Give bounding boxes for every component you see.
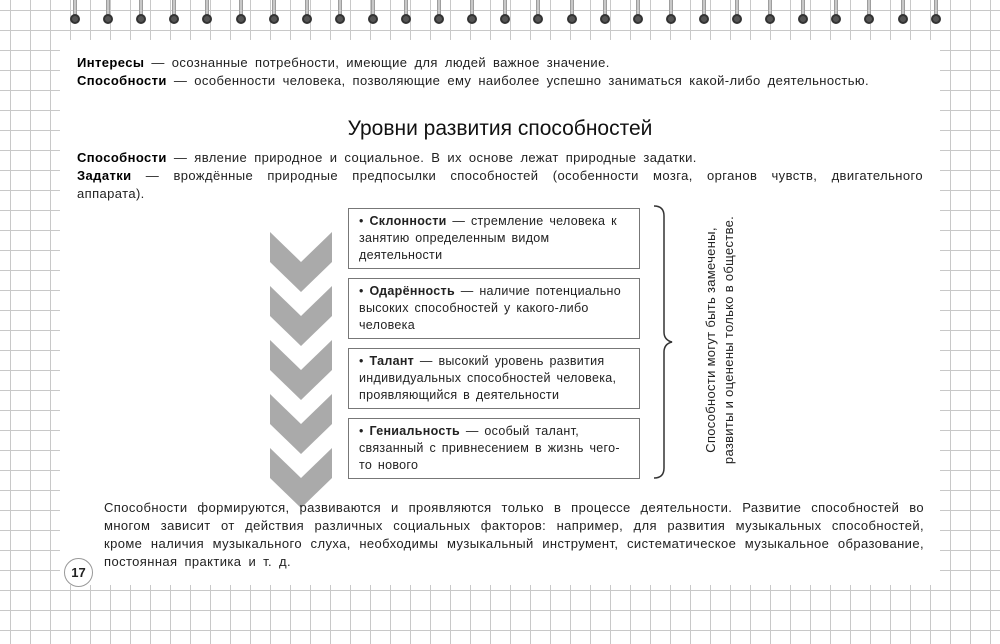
binding-ring-icon	[103, 0, 114, 26]
binding-ring-icon	[599, 0, 610, 26]
level-box-genius: • Гениальность — особый талант, связанны…	[348, 418, 640, 479]
binding-ring-icon	[434, 0, 445, 26]
binding-ring-icon	[765, 0, 776, 26]
definitions-block: Интересы — осознанные потребности, имеющ…	[77, 54, 903, 90]
page-number: 17	[64, 558, 93, 587]
definition-abilities-nature: Способности — явление природное и социал…	[77, 150, 697, 165]
level-box-giftedness: • Одарённость — наличие потенциально выс…	[348, 278, 640, 339]
binding-ring-icon	[367, 0, 378, 26]
binding-ring-icon	[202, 0, 213, 26]
binding-ring-icon	[831, 0, 842, 26]
binding-ring-icon	[732, 0, 742, 26]
chevron-segment	[270, 340, 332, 400]
level-box-inclinations: • Склонности — стремление человека к зан…	[348, 208, 640, 269]
binding-ring-icon	[401, 0, 411, 26]
binding-ring-icon	[70, 0, 80, 26]
binding-ring-icon	[136, 0, 147, 26]
binding-ring-icon	[698, 0, 709, 26]
curly-brace-icon	[653, 205, 673, 479]
level-box-talent: • Талант — высокий уровень развития инди…	[348, 348, 640, 409]
chevron-arrow-icon	[270, 232, 332, 508]
binding-ring-icon	[301, 0, 312, 26]
binding-ring-icon	[665, 0, 676, 26]
chevron-segment	[270, 448, 332, 508]
binding-ring-icon	[500, 0, 511, 26]
binding-ring-icon	[235, 0, 246, 26]
binding-ring-icon	[533, 0, 544, 26]
paragraph: Способности формируются, развиваются и п…	[104, 500, 924, 569]
section-heading: Уровни развития способностей	[347, 117, 653, 140]
chevron-segment	[270, 394, 332, 454]
binding-ring-icon	[897, 0, 908, 26]
definition-interests: Интересы — осознанные потребности, имеющ…	[77, 55, 610, 70]
binding-ring-icon	[566, 0, 577, 26]
binding-ring-icon	[864, 0, 875, 26]
chevron-segment	[270, 232, 332, 292]
definitions-block-2: Способности — явление природное и социал…	[77, 149, 923, 203]
definition-abilities: Способности — особенности человека, позв…	[77, 73, 870, 88]
binding-ring-icon	[169, 0, 180, 26]
chevron-segment	[270, 286, 332, 346]
binding-ring-icon	[632, 0, 643, 26]
brace-note: Способности могут быть замечены, развиты…	[703, 215, 736, 465]
binding-ring-icon	[467, 0, 478, 26]
binding-ring-icon	[930, 0, 941, 26]
binding-ring-icon	[798, 0, 809, 26]
definition-inclinations: Задатки — врождённые природные предпосыл…	[77, 168, 923, 201]
binding-ring-icon	[334, 0, 345, 26]
binding-ring-icon	[268, 0, 279, 26]
